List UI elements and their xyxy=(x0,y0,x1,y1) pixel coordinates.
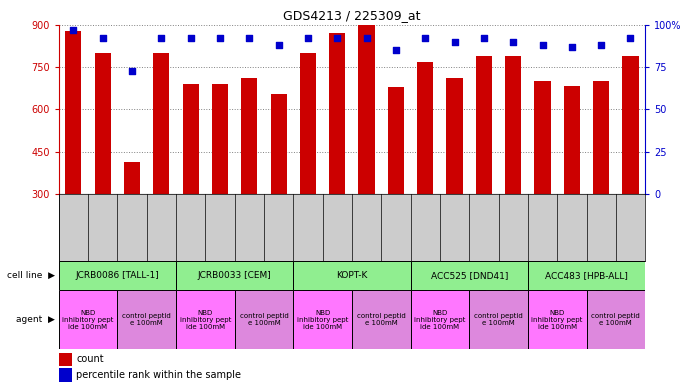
Bar xyxy=(411,290,469,349)
Text: cell line  ▶: cell line ▶ xyxy=(7,271,55,280)
Point xyxy=(244,35,255,41)
Bar xyxy=(59,261,176,290)
Text: control peptid
e 100mM: control peptid e 100mM xyxy=(122,313,171,326)
Bar xyxy=(241,78,257,194)
Bar xyxy=(66,31,81,194)
Bar xyxy=(300,53,316,194)
Bar xyxy=(153,53,169,194)
Text: NBD
inhibitory pept
ide 100mM: NBD inhibitory pept ide 100mM xyxy=(62,310,114,330)
Bar xyxy=(622,56,638,194)
Text: control peptid
e 100mM: control peptid e 100mM xyxy=(239,313,288,326)
Bar xyxy=(586,290,645,349)
Point xyxy=(625,35,636,41)
Bar xyxy=(95,53,110,194)
Point xyxy=(185,35,196,41)
Text: control peptid
e 100mM: control peptid e 100mM xyxy=(474,313,523,326)
Point xyxy=(391,47,402,53)
Bar xyxy=(59,353,72,366)
Bar xyxy=(293,290,352,349)
Text: NBD
inhibitory pept
ide 100mM: NBD inhibitory pept ide 100mM xyxy=(179,310,231,330)
Bar xyxy=(235,290,293,349)
Bar xyxy=(505,56,521,194)
Bar xyxy=(359,25,375,194)
Bar xyxy=(446,78,462,194)
Bar xyxy=(212,84,228,194)
Text: count: count xyxy=(76,354,104,364)
Point xyxy=(68,27,79,33)
Point xyxy=(215,35,226,41)
Point xyxy=(508,39,519,45)
Point xyxy=(595,42,607,48)
Bar xyxy=(352,290,411,349)
Bar xyxy=(270,94,286,194)
Point xyxy=(537,42,548,48)
Bar xyxy=(564,86,580,194)
Point xyxy=(420,35,431,41)
Bar xyxy=(329,33,345,194)
Point xyxy=(156,35,167,41)
Text: NBD
inhibitory pept
ide 100mM: NBD inhibitory pept ide 100mM xyxy=(414,310,466,330)
Title: GDS4213 / 225309_at: GDS4213 / 225309_at xyxy=(283,9,421,22)
Text: control peptid
e 100mM: control peptid e 100mM xyxy=(591,313,640,326)
Text: ACC525 [DND41]: ACC525 [DND41] xyxy=(431,271,508,280)
Bar xyxy=(388,87,404,194)
Bar xyxy=(293,261,411,290)
Point xyxy=(478,35,489,41)
Point xyxy=(332,35,343,41)
Bar xyxy=(528,261,645,290)
Text: KOPT-K: KOPT-K xyxy=(336,271,368,280)
Text: ACC483 [HPB-ALL]: ACC483 [HPB-ALL] xyxy=(545,271,628,280)
Bar xyxy=(59,290,117,349)
Text: percentile rank within the sample: percentile rank within the sample xyxy=(76,370,242,380)
Bar xyxy=(117,290,176,349)
Text: agent  ▶: agent ▶ xyxy=(17,315,55,324)
Point xyxy=(273,42,284,48)
Point xyxy=(566,44,578,50)
Point xyxy=(302,35,313,41)
Text: control peptid
e 100mM: control peptid e 100mM xyxy=(357,313,406,326)
Bar xyxy=(469,290,528,349)
Bar xyxy=(176,290,235,349)
Point xyxy=(361,35,372,41)
Bar xyxy=(176,261,293,290)
Bar xyxy=(183,84,199,194)
Bar xyxy=(411,261,528,290)
Text: JCRB0086 [TALL-1]: JCRB0086 [TALL-1] xyxy=(75,271,159,280)
Bar xyxy=(59,368,72,382)
Text: JCRB0033 [CEM]: JCRB0033 [CEM] xyxy=(198,271,271,280)
Bar xyxy=(124,162,140,194)
Bar xyxy=(535,81,551,194)
Text: NBD
inhibitory pept
ide 100mM: NBD inhibitory pept ide 100mM xyxy=(531,310,583,330)
Text: NBD
inhibitory pept
ide 100mM: NBD inhibitory pept ide 100mM xyxy=(297,310,348,330)
Point xyxy=(97,35,108,41)
Bar xyxy=(593,81,609,194)
Point xyxy=(126,68,137,74)
Bar xyxy=(528,290,586,349)
Bar xyxy=(476,56,492,194)
Point xyxy=(449,39,460,45)
Bar xyxy=(417,61,433,194)
